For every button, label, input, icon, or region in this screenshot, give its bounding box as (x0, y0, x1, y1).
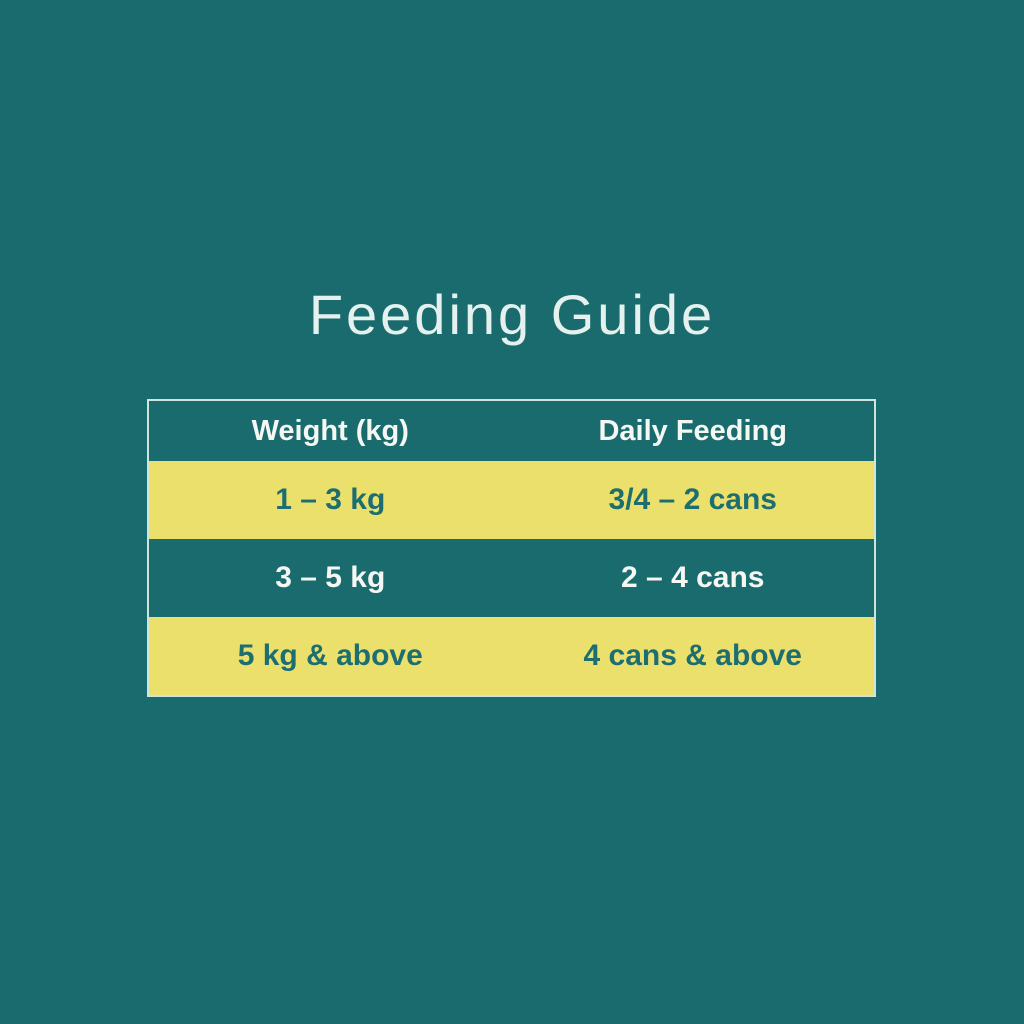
cell-weight: 3 – 5 kg (275, 561, 386, 594)
feeding-table: Weight (kg) Daily Feeding 1 – 3 kg 3/4 –… (147, 399, 876, 697)
page-title: Feeding Guide (308, 283, 716, 346)
table-row: 5 kg & above 4 cans & above (149, 617, 874, 695)
cell-feeding: 2 – 4 cans (621, 561, 765, 594)
cell-weight: 5 kg & above (237, 639, 423, 672)
table-row: 1 – 3 kg 3/4 – 2 cans (149, 461, 874, 539)
cell-feeding: 4 cans & above (583, 639, 802, 672)
header-cell-daily-feeding: Daily Feeding (598, 414, 788, 447)
table-header-row: Weight (kg) Daily Feeding (149, 401, 874, 461)
cell-feeding: 3/4 – 2 cans (608, 483, 777, 516)
cell-weight: 1 – 3 kg (275, 483, 386, 516)
header-cell-weight: Weight (kg) (251, 414, 409, 447)
table-row: 3 – 5 kg 2 – 4 cans (149, 539, 874, 617)
